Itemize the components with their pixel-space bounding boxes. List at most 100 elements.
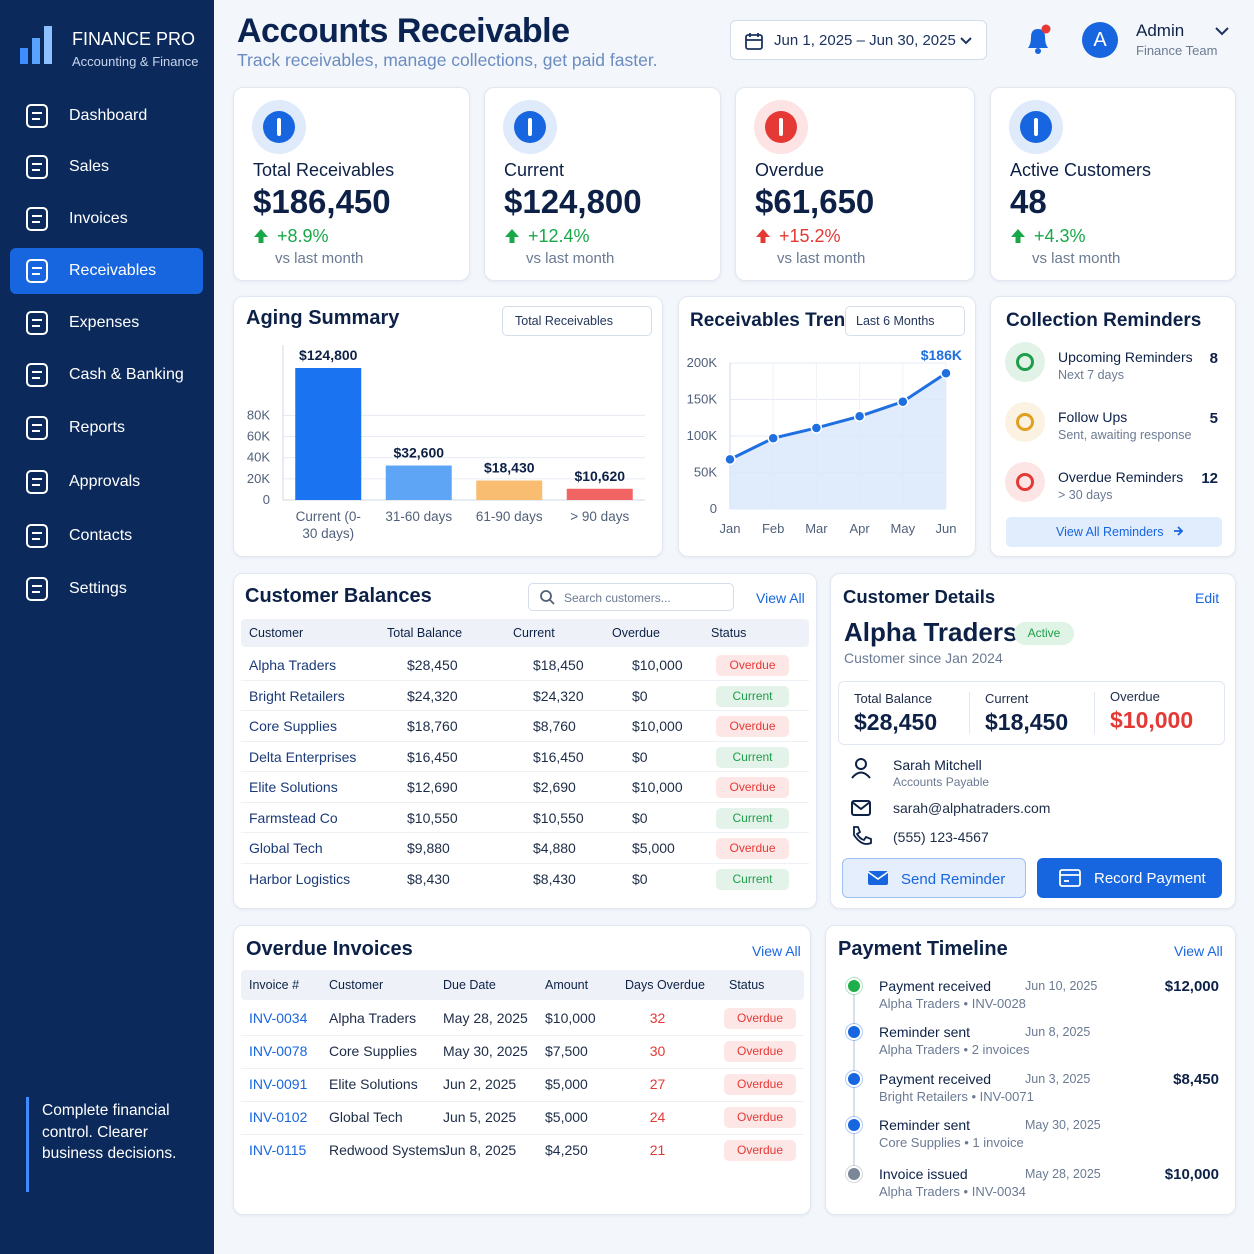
avatar[interactable]: A — [1082, 22, 1118, 58]
cell[interactable]: INV-0034 — [249, 1010, 308, 1026]
cell: $7,500 — [545, 1043, 588, 1059]
cell: $10,000 — [545, 1010, 596, 1026]
nav-item[interactable]: Contacts — [10, 513, 203, 559]
cell: $0 — [632, 748, 648, 765]
card-title: Payment Timeline — [838, 938, 1008, 960]
cell: Bright Retailers — [249, 687, 345, 704]
stat-value: $28,450 — [854, 709, 938, 735]
contact-role: Accounts Payable — [893, 775, 990, 789]
status-pill: Overdue — [716, 716, 789, 737]
filter-select[interactable]: Last 6 Months — [845, 306, 965, 336]
kpi-icon — [252, 100, 306, 154]
status-pill: Overdue — [724, 1140, 796, 1161]
search-placeholder: Search customers... — [564, 591, 671, 605]
filter-select[interactable]: Total Receivables — [502, 306, 652, 336]
reminder-title: Overdue Reminders — [1058, 469, 1184, 485]
kpi-change: +15.2% — [779, 226, 841, 246]
link[interactable]: View All — [756, 590, 805, 606]
status-pill: Current — [716, 685, 789, 707]
stats-divider — [1094, 692, 1095, 734]
cell: $24,320 — [533, 687, 584, 704]
event-title: Reminder sent — [879, 1024, 971, 1040]
button-icon — [1059, 869, 1081, 892]
status-badge: Active — [1014, 622, 1074, 645]
cell: Farmstead Co — [249, 809, 338, 826]
nav-label: Cash & Banking — [69, 366, 184, 383]
event-title: Payment received — [879, 1071, 992, 1087]
nav-item[interactable]: Dashboard — [10, 93, 203, 139]
event-amount: $10,000 — [1164, 1166, 1219, 1183]
nav-item[interactable]: Expenses — [10, 300, 203, 346]
cell: $18,760 — [407, 718, 458, 734]
nav-item[interactable]: Sales — [10, 144, 203, 190]
cell: Alpha Traders — [329, 1010, 417, 1026]
nav-item[interactable]: Settings — [10, 566, 203, 612]
search-box[interactable]: Search customers... — [528, 583, 734, 611]
kpi-value: $186,450 — [253, 183, 391, 220]
cell[interactable]: INV-0078 — [249, 1043, 308, 1059]
stats-divider — [969, 692, 970, 734]
button[interactable]: Send Reminder — [842, 858, 1026, 898]
link[interactable]: Edit — [1195, 590, 1220, 606]
link[interactable]: View All — [1174, 943, 1223, 959]
logo — [20, 26, 52, 64]
event-date: May 28, 2025 — [1025, 1167, 1101, 1181]
nav-label: Receivables — [69, 262, 157, 279]
cell: $4,250 — [545, 1142, 588, 1158]
event-title: Payment received — [879, 978, 992, 994]
bell[interactable] — [1024, 24, 1054, 56]
kpi-change: +8.9% — [277, 226, 329, 246]
nav-item[interactable]: Receivables — [10, 248, 203, 294]
calendar-icon — [745, 33, 763, 50]
column-header: Status — [711, 626, 747, 640]
nav-label: Expenses — [69, 314, 140, 331]
tagline: Accounting & Finance — [72, 54, 199, 69]
cell: $10,550 — [533, 809, 584, 826]
cell[interactable]: INV-0102 — [249, 1109, 308, 1125]
kpi-card: Current $124,800 +12.4% vs last month — [484, 87, 721, 281]
trend-arrow — [1011, 229, 1025, 243]
button[interactable]: View All Reminders — [1006, 517, 1222, 547]
nav-icon — [26, 104, 48, 128]
table-header — [241, 619, 809, 647]
nav-item[interactable]: Approvals — [10, 459, 203, 505]
user-menu[interactable] — [1215, 26, 1229, 36]
row-divider — [241, 771, 809, 772]
cell: $10,000 — [632, 657, 683, 673]
link[interactable]: View All — [752, 943, 801, 959]
row-divider — [241, 1101, 804, 1102]
row-divider — [241, 710, 809, 711]
card-title: Overdue Invoices — [246, 938, 413, 960]
reminder-count: 5 — [1209, 410, 1218, 427]
stat-label: Overdue — [1110, 689, 1160, 704]
reminder-icon — [1005, 402, 1045, 442]
sidebar-footer-bar — [26, 1097, 29, 1192]
contact-email: sarah@alphatraders.com — [893, 800, 1051, 816]
nav-label: Dashboard — [69, 107, 148, 124]
kpi-value: $124,800 — [504, 183, 642, 220]
cell: Jun 8, 2025 — [443, 1142, 517, 1158]
kpi-value: 48 — [1010, 183, 1047, 220]
date-picker[interactable]: Jun 1, 2025 – Jun 30, 2025 — [730, 20, 987, 60]
cell: $12,690 — [407, 779, 458, 795]
button-arrow — [1172, 523, 1184, 542]
card-title: Collection Reminders — [1006, 310, 1202, 331]
column-header: Invoice # — [249, 978, 300, 992]
contact-icon — [850, 757, 872, 784]
button[interactable]: Record Payment — [1037, 858, 1222, 898]
nav-item[interactable]: Reports — [10, 405, 203, 451]
row-divider — [241, 1134, 804, 1135]
nav-icon — [26, 155, 48, 179]
kpi-label: Overdue — [755, 160, 825, 180]
kpi-icon — [503, 100, 557, 154]
nav-item[interactable]: Invoices — [10, 196, 203, 242]
cell[interactable]: INV-0091 — [249, 1076, 308, 1092]
cell[interactable]: INV-0115 — [249, 1142, 307, 1158]
nav-icon — [26, 524, 48, 548]
nav-item[interactable]: Cash & Banking — [10, 352, 203, 398]
column-header: Overdue — [612, 626, 660, 640]
timeline-dot — [846, 1117, 862, 1133]
cell: $5,000 — [545, 1109, 588, 1125]
contact-name: Sarah Mitchell — [893, 757, 982, 773]
timeline-dot — [846, 1166, 862, 1182]
